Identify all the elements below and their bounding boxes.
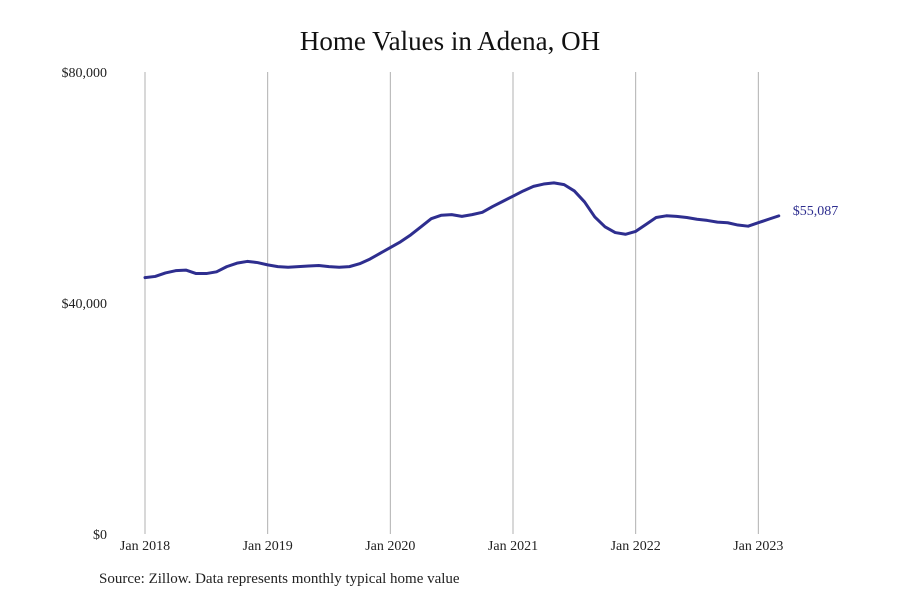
series-line [143,181,781,280]
x-tick-label: Jan 2022 [611,539,661,554]
x-tick-label: Jan 2023 [733,539,783,554]
y-tick-label: $80,000 [62,66,108,81]
x-tick-label: Jan 2021 [488,539,538,554]
chart-title: Home Values in Adena, OH [299,26,601,56]
y-tick-label: $0 [93,528,107,543]
y-tick-label: $40,000 [62,297,108,312]
x-tick-label: Jan 2019 [243,539,293,554]
source-note: Source: Zillow. Data represents monthly … [99,571,460,587]
x-tick-label: Jan 2018 [120,539,170,554]
end-value-label: $55,087 [793,204,839,219]
x-tick-label: Jan 2020 [365,539,415,554]
